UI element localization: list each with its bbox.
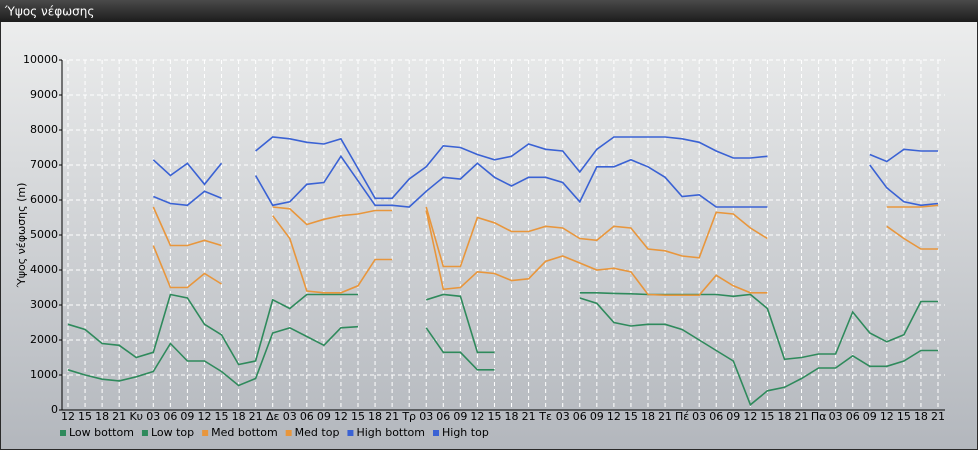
x-tick-label: 18	[505, 410, 519, 423]
x-tick-label: Τε	[538, 410, 552, 423]
y-tick-label: 2000	[30, 333, 58, 346]
x-tick-label: 21	[931, 410, 945, 423]
series-line	[67, 297, 938, 407]
x-tick-label: 09	[863, 410, 877, 423]
y-axis-label: Ύψος νέφωσης (m)	[15, 183, 28, 289]
chart-title: Ύψος νέφωσης	[4, 5, 94, 19]
legend-label: High bottom	[356, 426, 425, 439]
x-tick-label: 15	[78, 410, 92, 423]
y-tick-label: 4000	[30, 263, 58, 276]
x-tick-label: 06	[573, 410, 587, 423]
x-tick-label: 15	[624, 410, 638, 423]
series-line	[152, 210, 938, 296]
x-tick-label: 18	[232, 410, 246, 423]
x-tick-label: 21	[385, 410, 399, 423]
x-tick-label: 12	[197, 410, 211, 423]
series-line	[152, 136, 938, 200]
x-tick-label: 18	[641, 410, 655, 423]
x-tick-label: 18	[368, 410, 382, 423]
x-tick-label: 15	[351, 410, 365, 423]
x-tick-label: 03	[556, 410, 570, 423]
y-tick-label: 0	[51, 403, 58, 416]
x-tick-label: 21	[112, 410, 126, 423]
y-tick-label: 1000	[30, 368, 58, 381]
x-tick-label: 03	[829, 410, 843, 423]
x-tick-label: 03	[283, 410, 297, 423]
x-tick-label: 21	[795, 410, 809, 423]
series-line	[152, 204, 939, 268]
legend-label: Med top	[295, 426, 340, 439]
y-tick-label: 10000	[23, 53, 58, 66]
legend-swatch	[202, 430, 209, 436]
x-tick-label: Τρ	[401, 410, 416, 423]
x-tick-label: 06	[300, 410, 314, 423]
x-tick-label: 03	[419, 410, 433, 423]
x-tick-label: 12	[743, 410, 757, 423]
x-tick-label: 21	[522, 410, 536, 423]
legend-swatch	[347, 430, 354, 436]
y-tick-label: 5000	[30, 228, 58, 241]
series-line	[152, 154, 939, 208]
x-tick-label: 21	[658, 410, 672, 423]
x-tick-label: 12	[61, 410, 75, 423]
y-tick-label: 3000	[30, 298, 58, 311]
y-tick-label: 7000	[30, 158, 58, 171]
x-tick-label: 06	[163, 410, 177, 423]
x-tick-label: 15	[760, 410, 774, 423]
x-tick-label: 09	[317, 410, 331, 423]
x-tick-label: 18	[777, 410, 791, 423]
x-tick-label: 18	[914, 410, 928, 423]
x-tick-label: 06	[846, 410, 860, 423]
x-tick-label: 12	[880, 410, 894, 423]
legend-label: Med bottom	[211, 426, 278, 439]
x-tick-label: Πέ	[675, 410, 689, 423]
y-tick-label: 6000	[30, 193, 58, 206]
x-tick-label: 21	[249, 410, 263, 423]
legend-label: Low bottom	[69, 426, 134, 439]
legend-swatch	[60, 430, 66, 436]
x-tick-label: 09	[180, 410, 194, 423]
x-tick-label: 03	[146, 410, 160, 423]
x-tick-label: Κυ	[129, 410, 143, 423]
legend-swatch	[433, 430, 439, 436]
x-tick-label: 15	[897, 410, 911, 423]
legend-label: Low top	[151, 426, 194, 439]
x-tick-label: 15	[215, 410, 229, 423]
x-tick-label: 09	[590, 410, 604, 423]
x-tick-label: 09	[453, 410, 467, 423]
x-tick-label: 03	[692, 410, 706, 423]
x-tick-label: 18	[95, 410, 109, 423]
x-tick-label: 09	[726, 410, 740, 423]
x-tick-label: 15	[487, 410, 501, 423]
series-line	[67, 292, 938, 366]
x-tick-label: 12	[334, 410, 348, 423]
legend-swatch	[285, 430, 292, 436]
title-bar	[0, 0, 978, 22]
legend-label: High top	[442, 426, 489, 439]
x-tick-label: 06	[709, 410, 723, 423]
legend-swatch	[141, 430, 148, 436]
y-tick-label: 8000	[30, 123, 58, 136]
x-tick-label: 12	[607, 410, 621, 423]
y-tick-label: 9000	[30, 88, 58, 101]
x-tick-label: Δε	[266, 410, 280, 423]
x-tick-label: 06	[436, 410, 450, 423]
x-tick-label: Πα	[811, 410, 827, 423]
x-tick-label: 12	[470, 410, 484, 423]
